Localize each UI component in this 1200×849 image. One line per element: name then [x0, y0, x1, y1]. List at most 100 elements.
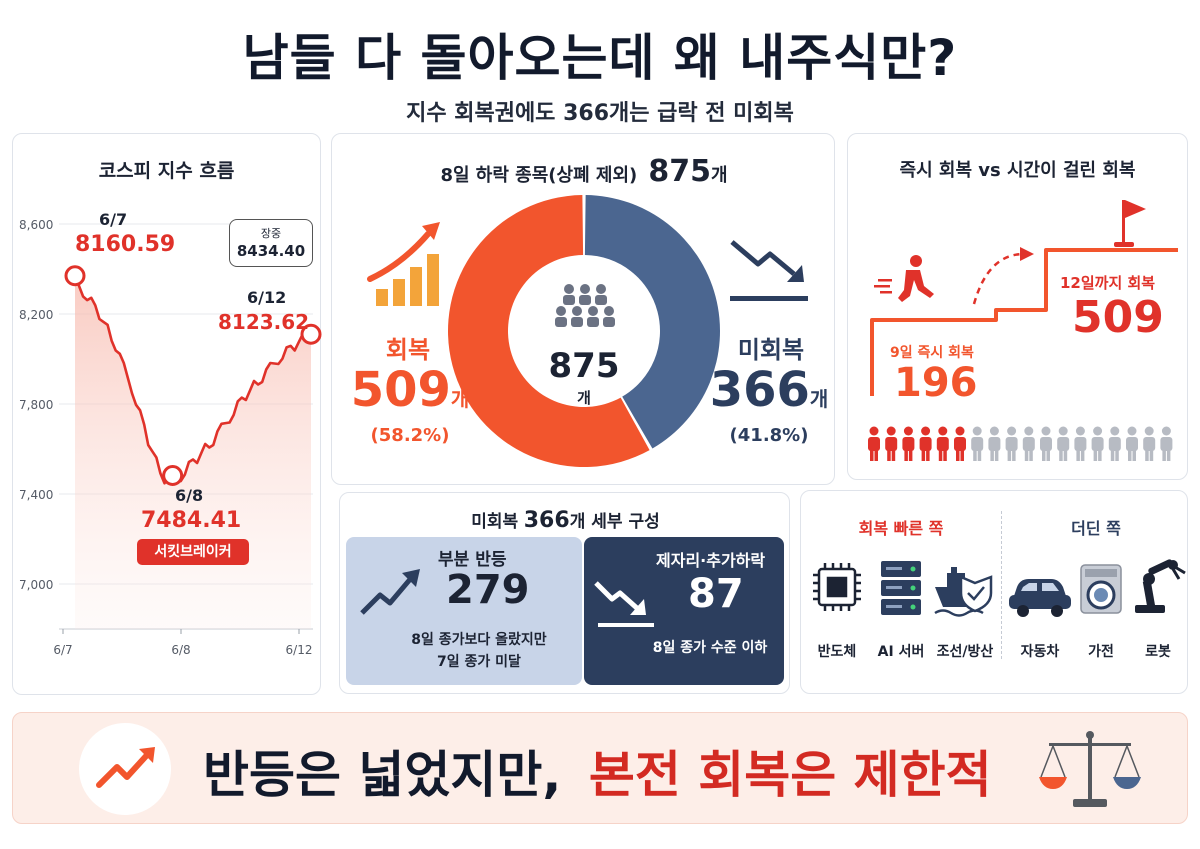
breakdown-title-value: 366	[523, 508, 570, 533]
sectors-card: 회복 빠른 쪽 더딘 쪽	[800, 490, 1188, 694]
ai-server-icon	[881, 561, 921, 615]
timing-staircase	[868, 200, 1178, 461]
x-tick-label: 6/8	[171, 643, 190, 657]
immediate-value: 196	[894, 360, 978, 406]
washing-machine-icon	[1080, 564, 1122, 614]
partial-rebound-desc2: 7일 종가 미달	[437, 654, 521, 670]
donut-chart	[367, 195, 808, 467]
person-icon-recovered	[919, 426, 932, 461]
footer-message: 반등은 넓었지만, 본전 회복은 제한적	[203, 735, 992, 807]
footer-text-black: 반등은 넓었지만,	[203, 746, 562, 804]
breakdown-card: 미회복 366개 세부 구성 부분 반등 279 8일 종가보다 올랐지만 7일…	[339, 492, 790, 694]
person-icon-recovered	[868, 426, 880, 461]
y-tick-label: 8,600	[19, 218, 53, 232]
timing-card: 즉시 회복 vs 시간이 걸린 회복 9일 즉시 회복 196 12일까지 회복…	[847, 133, 1188, 480]
page-subtitle: 지수 회복권에도 366개는 급락 전 미회복	[406, 101, 794, 126]
recovered-unit: 개	[450, 387, 470, 411]
y-tick-label: 7,400	[19, 488, 53, 502]
further-decline-desc: 8일 종가 수준 이하	[652, 640, 768, 656]
recovered-pct: (58.2%)	[370, 425, 450, 446]
dashed-arrow-head	[1020, 247, 1034, 261]
donut-heading-total: 875	[648, 154, 711, 189]
kospi-card: 코스피 지수 흐름 8,600 8,200 7,800 7,400 7,000 6/7 6/…	[12, 133, 322, 695]
person-icon-recovered	[936, 426, 949, 461]
donut-slice-unrecovered	[584, 195, 720, 449]
circuit-breaker-badge: 서킷브레이커	[137, 539, 249, 565]
y-tick-label: 8,200	[19, 308, 53, 322]
further-decline-value: 87	[688, 571, 744, 617]
kospi-area-fill	[75, 275, 311, 629]
rising-arrow-icon	[360, 569, 420, 615]
donut-card: 8일 하락 종목(상폐 제외) 875개 87	[331, 133, 835, 485]
person-icon	[1160, 426, 1173, 461]
x-tick-label: 6/7	[53, 643, 72, 657]
annot-6-8-date: 6/8	[175, 486, 204, 505]
balance-scale-icon	[1039, 731, 1141, 807]
later-value: 509	[1072, 292, 1164, 343]
unrecovered-pct: (41.8%)	[729, 425, 809, 446]
x-tick-label: 6/12	[286, 643, 313, 657]
footer-text-red: 본전 회복은 제한적	[588, 746, 992, 804]
sector-label-robot: 로봇	[1145, 644, 1171, 660]
sector-label-appliance: 가전	[1088, 644, 1114, 660]
people-row	[868, 426, 1173, 461]
semiconductor-chip-icon	[813, 563, 861, 611]
point-6-8	[162, 465, 184, 486]
annot-6-7-date: 6/7	[99, 210, 128, 229]
runner-icon	[874, 255, 934, 302]
donut-center-unit: 개	[577, 389, 591, 407]
sector-icons	[813, 559, 1186, 617]
person-icon	[1005, 426, 1018, 461]
car-icon	[1009, 579, 1071, 617]
person-icon	[1091, 426, 1104, 461]
sector-label-ai-server: AI 서버	[877, 644, 925, 660]
person-icon	[988, 426, 1001, 461]
annot-6-12-date: 6/12	[247, 288, 287, 307]
kospi-series-line	[73, 275, 312, 485]
later-label: 12일까지 회복	[1060, 274, 1156, 292]
fast-sector-title: 회복 빠른 쪽	[858, 519, 944, 538]
robot-arm-icon	[1135, 559, 1186, 613]
y-tick-label: 7,000	[19, 578, 53, 592]
unrecovered-label: 미회복	[737, 336, 805, 364]
sector-label-semiconductor: 반도체	[817, 644, 857, 660]
kospi-title: 코스피 지수 흐름	[98, 160, 235, 182]
footer-banner: 반등은 넓었지만, 본전 회복은 제한적	[12, 712, 1188, 824]
point-6-7	[64, 265, 86, 287]
unrecovered-value: 366개	[702, 362, 836, 418]
people-group-icon	[555, 284, 615, 327]
callout-value: 8434.40	[236, 242, 306, 260]
person-icon	[1074, 426, 1087, 461]
person-icon	[1126, 426, 1138, 461]
person-icon	[1108, 426, 1121, 461]
donut-slice-recovered	[448, 195, 650, 467]
sector-label-auto: 자동차	[1020, 644, 1060, 660]
recovered-number: 509	[350, 362, 451, 418]
trend-icon-circle	[79, 723, 171, 815]
declining-arrow-icon	[594, 581, 654, 627]
recovered-value: 509개	[340, 362, 480, 418]
kospi-line-chart: 8,600 8,200 7,800 7,400 7,000 6/7 6/8 6/12	[19, 218, 322, 657]
partial-rebound-panel: 부분 반등 279 8일 종가보다 올랐지만 7일 종가 미달	[346, 537, 582, 685]
donut-heading-unit: 개	[710, 165, 728, 186]
person-icon	[1022, 426, 1035, 461]
partial-rebound-desc1: 8일 종가보다 올랐지만	[411, 632, 547, 648]
callout-intraday: 장중 8434.40	[229, 219, 313, 267]
falling-arrow-icon	[730, 240, 808, 301]
donut-heading-text: 8일 하락 종목(상폐 제외)	[440, 165, 638, 186]
flag-icon	[1114, 200, 1146, 247]
annot-6-8-value: 7484.41	[141, 508, 242, 533]
trend-up-icon	[96, 747, 155, 788]
unrecovered-unit: 개	[809, 387, 829, 411]
person-icon-recovered	[902, 426, 915, 461]
slow-sector-title: 더딘 쪽	[1071, 519, 1121, 538]
sector-divider	[1001, 511, 1002, 659]
timing-title: 즉시 회복 vs 시간이 걸린 회복	[899, 160, 1136, 181]
unrecovered-number: 366	[709, 362, 810, 418]
point-6-12	[300, 323, 322, 345]
further-decline-label: 제자리·추가하락	[656, 551, 766, 570]
y-tick-label: 7,800	[19, 398, 53, 412]
page-title: 남들 다 돌아오는데 왜 내주식만?	[242, 29, 958, 87]
donut-center-value: 875	[548, 346, 620, 386]
person-icon	[1040, 426, 1052, 461]
